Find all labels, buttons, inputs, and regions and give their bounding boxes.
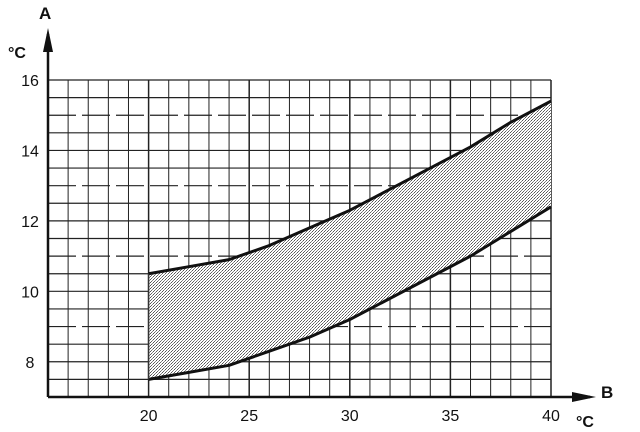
- tick-labels: 20 25 30 35 40 8 10 12 14 16: [21, 73, 560, 425]
- y-tick-label: 8: [26, 355, 35, 372]
- x-axis-arrow: [572, 392, 596, 402]
- y-tick-label: 14: [21, 143, 39, 160]
- x-tick-label: 30: [341, 408, 359, 425]
- lower-limit-line: [148, 205, 552, 381]
- x-axis-letter: B: [601, 383, 613, 402]
- y-tick-label: 12: [21, 214, 39, 231]
- x-tick-label: 40: [542, 408, 560, 425]
- y-axis-unit: °C: [8, 45, 26, 62]
- y-tick-label: 10: [21, 284, 39, 301]
- band-fill: [148, 101, 551, 380]
- upper-limit-line: [148, 99, 552, 276]
- x-tick-label: 25: [240, 408, 258, 425]
- x-tick-label: 20: [140, 408, 158, 425]
- x-tick-label: 35: [442, 408, 460, 425]
- y-axis-arrow: [43, 28, 53, 52]
- y-axis-letter: A: [39, 4, 51, 23]
- temperature-band: [147, 99, 552, 381]
- y-tick-label: 16: [21, 73, 39, 90]
- x-axis-unit: °C: [576, 414, 594, 431]
- axes: [43, 28, 596, 402]
